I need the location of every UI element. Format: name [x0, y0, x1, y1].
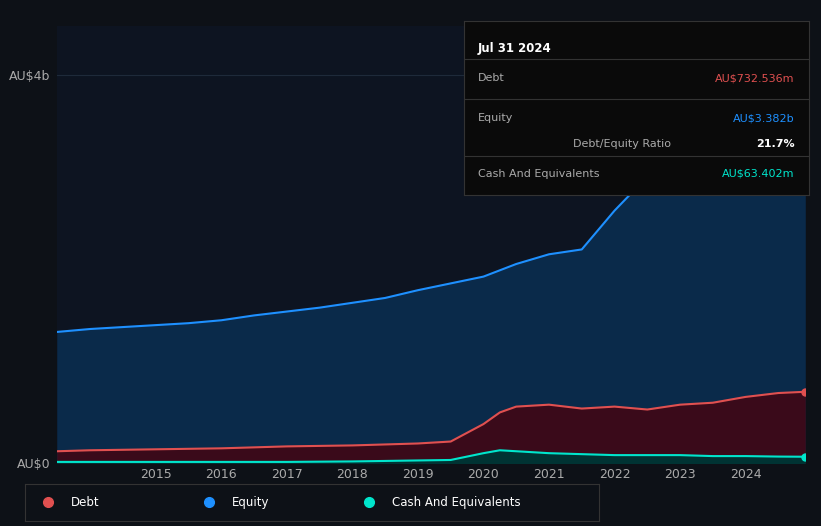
Text: Jul 31 2024: Jul 31 2024 — [478, 42, 552, 55]
Text: AU$3.382b: AU$3.382b — [733, 113, 795, 123]
Text: Cash And Equivalents: Cash And Equivalents — [478, 168, 599, 179]
Text: 21.7%: 21.7% — [756, 139, 795, 149]
Text: Equity: Equity — [478, 113, 513, 123]
Text: Debt: Debt — [71, 496, 99, 509]
Text: Debt: Debt — [478, 73, 504, 83]
Text: AU$732.536m: AU$732.536m — [715, 73, 795, 83]
Text: Equity: Equity — [232, 496, 269, 509]
Text: AU$63.402m: AU$63.402m — [722, 168, 795, 179]
Text: Cash And Equivalents: Cash And Equivalents — [392, 496, 521, 509]
Text: Debt/Equity Ratio: Debt/Equity Ratio — [573, 139, 671, 149]
